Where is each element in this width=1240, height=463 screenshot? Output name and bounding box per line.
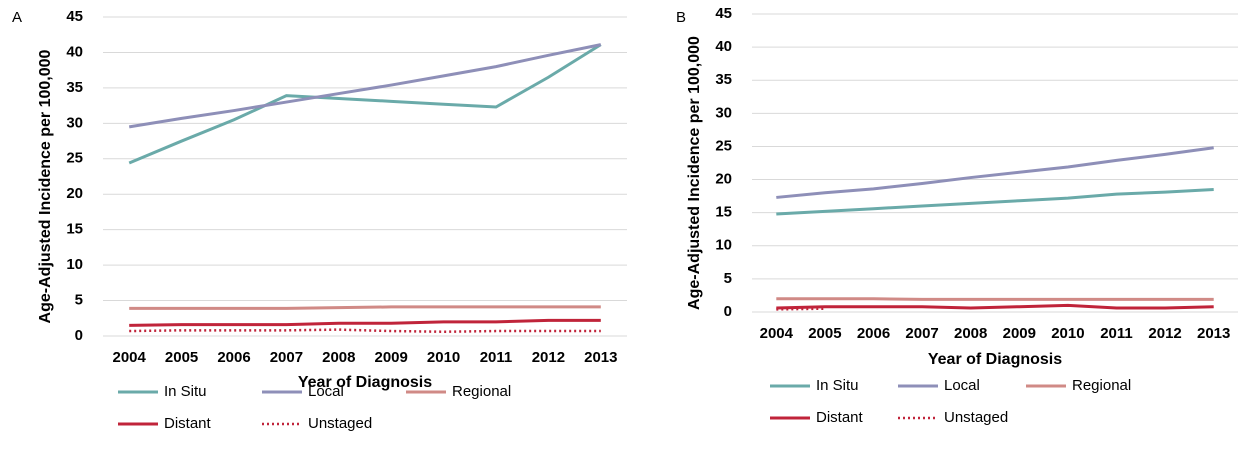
legend-label: Local — [944, 377, 980, 394]
y-tick-label: 35 — [66, 79, 83, 96]
legend-label: Distant — [164, 415, 212, 432]
series-line — [129, 318, 601, 327]
legend-label: Distant — [816, 409, 864, 426]
y-axis-title: Age-Adjusted Incidence per 100,000 — [37, 49, 54, 323]
x-tick-label: 2013 — [1197, 325, 1230, 342]
y-tick-label: 25 — [715, 137, 732, 154]
x-tick-label: 2006 — [217, 349, 250, 366]
y-tick-label: 30 — [715, 104, 732, 121]
x-tick-label: 2011 — [1100, 325, 1133, 342]
y-tick-label: 20 — [66, 185, 83, 202]
series-line — [776, 146, 1214, 199]
x-tick-label: 2008 — [322, 349, 355, 366]
series-line — [776, 187, 1214, 216]
y-tick-label: 15 — [66, 221, 83, 238]
x-axis-title: Year of Diagnosis — [928, 351, 1062, 368]
x-tick-label: 2004 — [760, 325, 794, 342]
y-tick-label: 10 — [715, 237, 732, 254]
x-tick-label: 2007 — [270, 349, 303, 366]
y-tick-label: 15 — [715, 204, 732, 221]
legend-label: Regional — [452, 383, 511, 400]
series-line — [776, 297, 1214, 301]
x-tick-label: 2011 — [480, 349, 513, 366]
x-tick-label: 2006 — [857, 325, 890, 342]
y-tick-label: 5 — [75, 292, 83, 309]
x-tick-label: 2005 — [808, 325, 841, 342]
x-tick-label: 2012 — [1148, 325, 1181, 342]
y-axis-title: Age-Adjusted Incidence per 100,000 — [686, 36, 703, 310]
y-tick-label: 45 — [66, 8, 83, 25]
y-tick-label: 30 — [66, 114, 83, 131]
series-line — [129, 305, 601, 310]
legend-label: Unstaged — [944, 409, 1008, 426]
y-tick-label: 0 — [724, 303, 732, 320]
x-tick-label: 2009 — [1003, 325, 1036, 342]
panel-label: B — [676, 9, 686, 26]
y-tick-label: 10 — [66, 256, 83, 273]
series-line — [776, 303, 1214, 310]
legend-label: In Situ — [816, 377, 859, 394]
x-tick-label: 2012 — [532, 349, 565, 366]
x-tick-label: 2009 — [375, 349, 408, 366]
y-tick-label: 45 — [715, 5, 732, 22]
series-line — [129, 328, 601, 333]
x-tick-label: 2008 — [954, 325, 987, 342]
y-tick-label: 0 — [75, 327, 83, 344]
y-tick-label: 20 — [715, 171, 732, 188]
series-line — [128, 43, 602, 129]
series-line — [128, 43, 602, 165]
x-tick-label: 2010 — [1051, 325, 1084, 342]
legend-label: Unstaged — [308, 415, 372, 432]
y-tick-label: 25 — [66, 150, 83, 167]
x-axis-title: Year of Diagnosis — [298, 374, 432, 391]
x-tick-label: 2004 — [113, 349, 147, 366]
y-tick-label: 5 — [724, 270, 732, 287]
legend-label: Regional — [1072, 377, 1131, 394]
y-tick-label: 40 — [715, 38, 732, 55]
legend-label: Local — [308, 383, 344, 400]
x-tick-label: 2010 — [427, 349, 460, 366]
y-tick-label: 40 — [66, 43, 83, 60]
x-tick-label: 2005 — [165, 349, 198, 366]
x-tick-label: 2007 — [905, 325, 938, 342]
x-tick-label: 2013 — [584, 349, 617, 366]
legend-label: In Situ — [164, 383, 207, 400]
series-line — [776, 307, 825, 311]
y-tick-label: 35 — [715, 71, 732, 88]
panel-label: A — [12, 9, 22, 26]
